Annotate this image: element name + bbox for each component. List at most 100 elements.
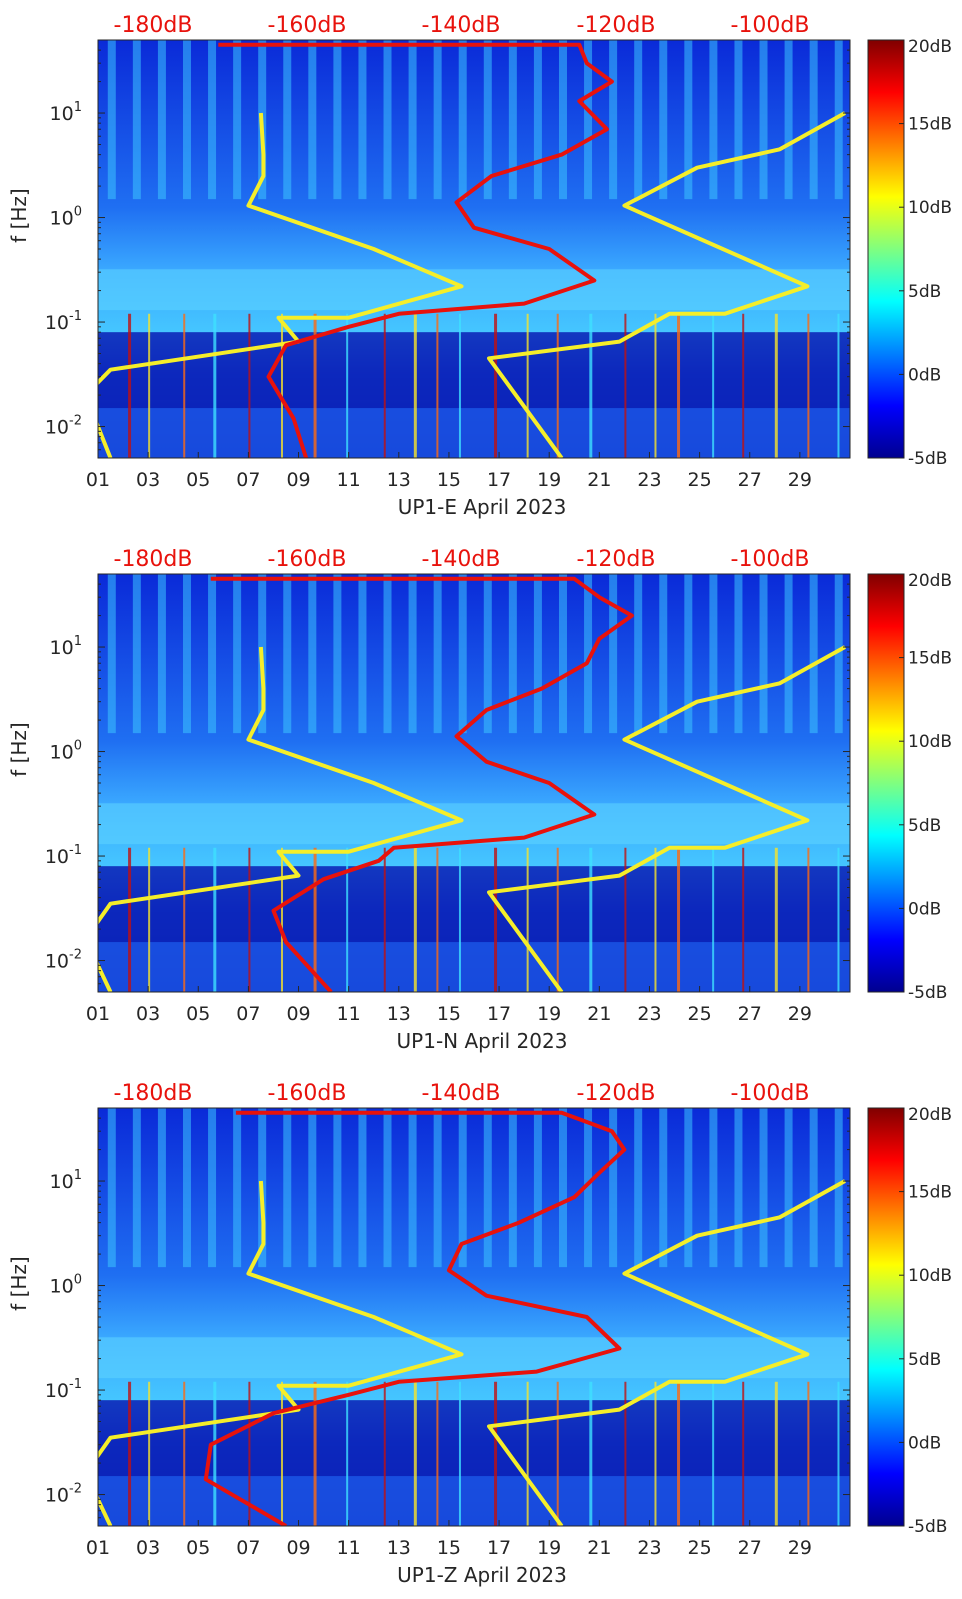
x-tick-label: 27: [738, 1537, 762, 1559]
transient-spike: [313, 1381, 317, 1526]
colorbar: [867, 39, 905, 459]
x-tick-label: 01: [86, 1537, 110, 1559]
daily-stripe: [182, 40, 191, 200]
daily-stripe: [408, 574, 417, 734]
transient-spike: [346, 847, 349, 992]
transient-spike: [677, 313, 681, 458]
daily-stripe: [659, 40, 668, 200]
daily-stripe: [283, 574, 292, 734]
transient-spike: [556, 1381, 559, 1526]
daily-stripe: [533, 574, 542, 734]
x-axis-label: UP1-Z April 2023: [397, 1563, 567, 1587]
transient-spike: [654, 1381, 657, 1526]
low-frequency-band: [98, 332, 850, 409]
transient-spike: [280, 1381, 283, 1526]
microseism-band: [98, 269, 850, 311]
transient-spike: [774, 847, 778, 992]
transient-spike: [458, 313, 461, 458]
x-tick-label: 27: [738, 1003, 762, 1025]
daily-stripe: [483, 574, 492, 734]
x-tick-label: 15: [437, 1537, 461, 1559]
top-db-label: -100dB: [731, 13, 810, 38]
x-tick-label: 23: [637, 1003, 661, 1025]
daily-stripe: [157, 40, 166, 200]
transient-spike: [589, 847, 593, 992]
daily-stripe: [333, 574, 342, 734]
heatmap-area: [98, 1108, 850, 1526]
y-tick-label: 101: [50, 1168, 82, 1193]
daily-stripe: [533, 40, 542, 200]
x-tick-label: 19: [537, 469, 561, 491]
daily-stripe: [508, 1108, 517, 1268]
transient-spike: [526, 313, 529, 458]
daily-stripe: [107, 40, 116, 200]
daily-stripe: [132, 40, 141, 200]
yellow-model-curve-2: [487, 111, 846, 458]
y-tick-label: 101: [50, 634, 82, 659]
daily-stripe: [208, 40, 217, 200]
transient-spike: [313, 847, 317, 992]
x-tick-label: 09: [286, 1537, 310, 1559]
spectrogram-panel-2: 01 03 05 07 09 11 13 15 17 19 21 23 25 27 29 10-2 10-1 10…: [7, 547, 952, 1053]
daily-stripe: [107, 574, 116, 734]
transient-spike: [213, 1381, 217, 1526]
daily-stripe: [433, 574, 442, 734]
daily-stripe: [308, 574, 317, 734]
lowest-frequency-band: [98, 942, 850, 992]
y-tick-label: 101: [50, 100, 82, 125]
x-tick-label: 05: [186, 1003, 210, 1025]
daily-stripe: [433, 1108, 442, 1268]
daily-stripe: [508, 40, 517, 200]
daily-stripe: [784, 40, 793, 200]
x-tick-label: 03: [136, 469, 160, 491]
transient-spike: [183, 847, 186, 992]
colorbar-tick-label: 20dB: [908, 1105, 952, 1125]
top-db-label: -140dB: [422, 1081, 501, 1106]
transient-spike: [128, 1381, 132, 1526]
x-tick-label: 01: [86, 469, 110, 491]
x-tick-label: 17: [487, 1537, 511, 1559]
daily-stripe: [784, 1108, 793, 1268]
daily-stripe: [157, 574, 166, 734]
x-tick-label: 03: [136, 1003, 160, 1025]
daily-stripe: [233, 574, 242, 734]
daily-stripe: [358, 1108, 367, 1268]
transient-spike: [837, 1381, 840, 1526]
top-db-label: -100dB: [731, 1081, 810, 1106]
daily-stripe: [458, 40, 467, 200]
daily-stripe: [634, 1108, 643, 1268]
colorbar-tick-label: -5dB: [908, 449, 947, 469]
lowest-frequency-band: [98, 408, 850, 458]
top-db-label: -140dB: [422, 547, 501, 572]
daily-stripe: [333, 1108, 342, 1268]
transient-spike: [213, 313, 217, 458]
microseism-band: [98, 1337, 850, 1379]
transient-spike: [413, 1381, 417, 1526]
daily-stripe: [584, 40, 593, 200]
transient-spike: [774, 1381, 778, 1526]
colorbar: [867, 573, 905, 993]
daily-stripe: [383, 40, 392, 200]
daily-stripe: [408, 1108, 417, 1268]
daily-stripe: [483, 40, 492, 200]
daily-stripe: [182, 1108, 191, 1268]
transient-spike: [807, 1381, 810, 1526]
transient-spike: [413, 313, 417, 458]
red-noise-curve: [218, 42, 614, 458]
x-tick-label: 07: [236, 1537, 260, 1559]
top-db-label: -160dB: [268, 1081, 347, 1106]
x-tick-label: 03: [136, 1537, 160, 1559]
y-axis-label: f [Hz]: [7, 1256, 31, 1311]
x-tick-label: 13: [387, 1537, 411, 1559]
yellow-model-curve-1: [98, 112, 464, 458]
top-db-label: -180dB: [114, 1081, 193, 1106]
top-db-label: -160dB: [268, 13, 347, 38]
daily-stripe: [584, 1108, 593, 1268]
x-tick-label: 25: [688, 1537, 712, 1559]
x-tick-label: 17: [487, 1003, 511, 1025]
daily-stripe: [233, 40, 242, 200]
x-tick-label: 13: [387, 1003, 411, 1025]
y-tick-label: 10-2: [45, 1482, 82, 1507]
transient-spike: [807, 847, 810, 992]
heatmap-area: [98, 574, 850, 992]
